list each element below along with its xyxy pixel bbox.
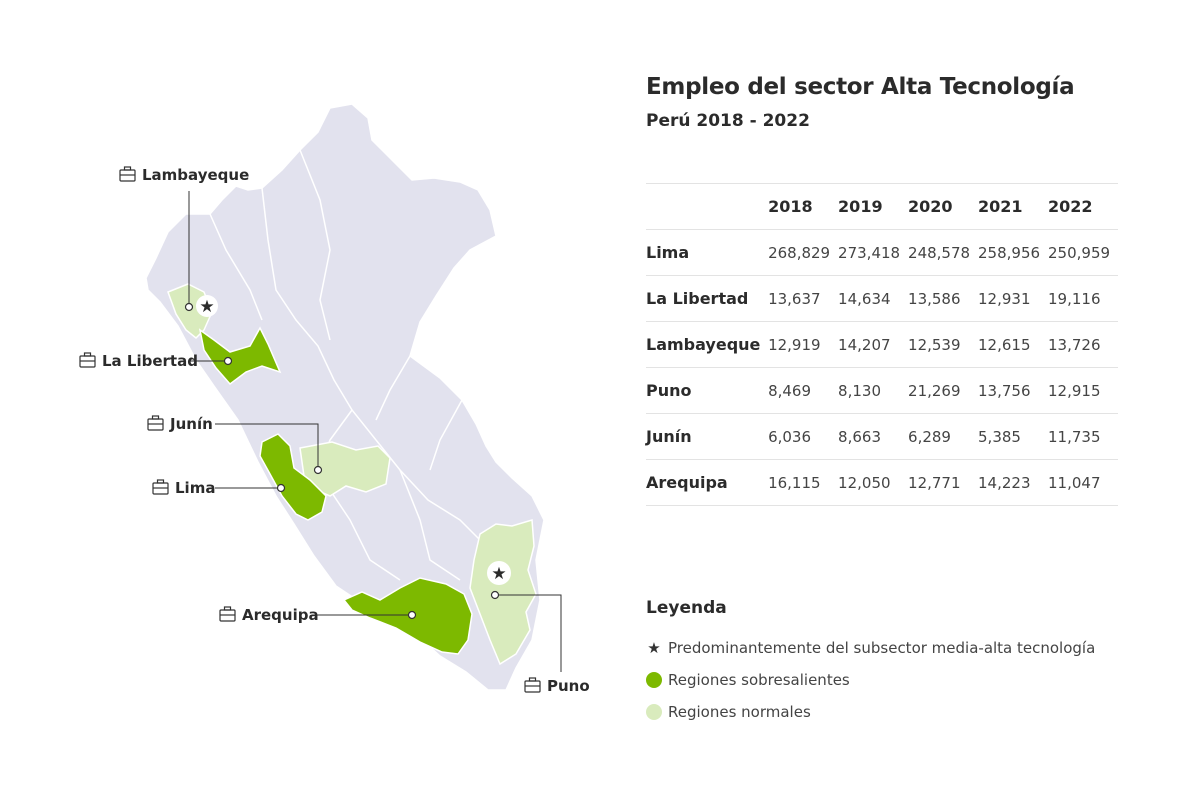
peru-map: ★ ★ Lambayeque La Libertad Junín Lima Ar… [79,103,590,695]
cell-value: 12,915 [1048,367,1118,414]
leader-junin [215,423,319,470]
employment-table: 2018 2019 2020 2021 2022 Lima 268,829 27… [646,183,1118,506]
table-row: Lambayeque 12,919 14,207 12,539 12,615 1… [646,321,1118,368]
dot-arequipa [407,610,417,620]
cell-value: 273,418 [838,229,909,276]
label-lambayeque: Lambayeque [142,166,249,184]
cell-value: 250,959 [1048,229,1118,276]
cell-value: 248,578 [908,229,979,276]
star-icon: ★ [647,639,661,657]
cell-value: 13,586 [908,275,979,322]
briefcase-icon [119,166,136,182]
label-junin: Junín [169,415,213,433]
legend-item-star: ★ Predominantemente del subsector media-… [646,638,1095,658]
cell-value: 12,050 [838,459,909,506]
cell-value: 13,726 [1048,321,1118,368]
header-year: 2021 [978,183,1048,230]
label-la-libertad: La Libertad [102,352,198,370]
header-year: 2018 [768,183,839,230]
region-boundaries [209,149,481,581]
cell-value: 6,289 [908,413,979,460]
leader-puno [495,594,562,672]
cell-value: 14,207 [838,321,909,368]
cell-value: 6,036 [768,413,839,460]
region-la-libertad [198,326,282,386]
cell-value: 13,756 [978,367,1048,414]
briefcase-icon [524,677,541,693]
briefcase-icon [219,606,236,622]
dot-la-libertad [223,356,233,366]
row-region: Lima [646,229,769,276]
label-arequipa: Arequipa [242,606,319,624]
label-puno: Puno [547,677,590,695]
region-arequipa [342,577,473,655]
header-year: 2019 [838,183,909,230]
cell-value: 19,116 [1048,275,1118,322]
legend-normal-label: Regiones normales [668,703,811,721]
row-region: Arequipa [646,459,769,506]
cell-value: 21,269 [908,367,979,414]
cell-value: 8,469 [768,367,839,414]
table-row: Puno 8,469 8,130 21,269 13,756 12,915 [646,367,1118,414]
cell-value: 12,771 [908,459,979,506]
cell-value: 16,115 [768,459,839,506]
cell-value: 12,539 [908,321,979,368]
dot-lima [276,483,286,493]
briefcase-icon [79,352,96,368]
cell-value: 12,615 [978,321,1048,368]
cell-value: 8,130 [838,367,909,414]
region-lima [259,433,327,521]
header-region-empty [646,183,769,230]
briefcase-icon [152,479,169,495]
table-row: Arequipa 16,115 12,050 12,771 14,223 11,… [646,459,1118,506]
legend-star-label: Predominantemente del subsector media-al… [668,639,1096,657]
row-region: Lambayeque [646,321,769,368]
row-region: Puno [646,367,769,414]
cell-value: 258,956 [978,229,1048,276]
cell-value: 5,385 [978,413,1048,460]
row-region: La Libertad [646,275,769,322]
legend-item-normal: Regiones normales [646,702,811,722]
table-header-row: 2018 2019 2020 2021 2022 [646,183,1118,230]
star-marker-puno: ★ [487,561,511,585]
table-row: Junín 6,036 8,663 6,289 5,385 11,735 [646,413,1118,460]
cell-value: 14,634 [838,275,909,322]
legend-outstanding-label: Regiones sobresalientes [668,671,850,689]
cell-value: 14,223 [978,459,1048,506]
outstanding-swatch-icon [646,672,662,688]
cell-value: 11,735 [1048,413,1118,460]
row-region: Junín [646,413,769,460]
dot-lambayeque [184,302,194,312]
table-row: La Libertad 13,637 14,634 13,586 12,931 … [646,275,1118,322]
svg-text:★: ★ [491,564,506,584]
star-marker-lambayeque: ★ [196,295,218,317]
briefcase-icon [147,415,164,431]
table-row: Lima 268,829 273,418 248,578 258,956 250… [646,229,1118,276]
dot-junin [313,465,323,475]
chart-subtitle: Perú 2018 - 2022 [646,111,810,131]
legend-item-outstanding: Regiones sobresalientes [646,670,850,690]
normal-swatch-icon [646,704,662,720]
cell-value: 8,663 [838,413,909,460]
cell-value: 268,829 [768,229,839,276]
cell-value: 12,931 [978,275,1048,322]
chart-title: Empleo del sector Alta Tecnología [646,74,1075,100]
svg-text:★: ★ [199,297,214,317]
header-year: 2022 [1048,183,1118,230]
region-puno [469,519,537,666]
label-lima: Lima [175,479,215,497]
header-year: 2020 [908,183,979,230]
cell-value: 12,919 [768,321,839,368]
legend-title: Leyenda [646,598,727,618]
cell-value: 13,637 [768,275,839,322]
cell-value: 11,047 [1048,459,1118,506]
dot-puno [490,590,500,600]
